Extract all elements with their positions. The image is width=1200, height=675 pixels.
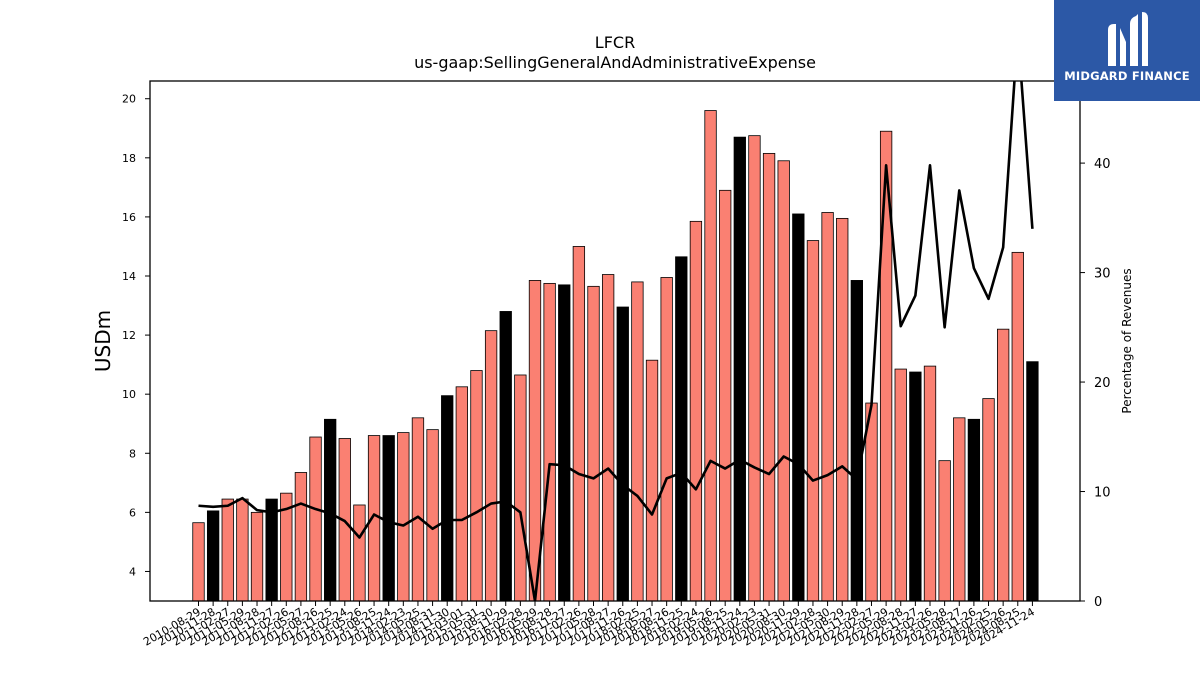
bar-2013-05-26 — [353, 504, 366, 601]
bar-2021-11-28 — [850, 280, 863, 601]
bar-2024-02-25 — [982, 398, 995, 601]
plot-frame — [149, 80, 1081, 602]
bar-2020-11-29 — [792, 213, 805, 601]
y2-tick-label: 20 — [1094, 376, 1111, 391]
bar-2011-02-27 — [221, 498, 234, 601]
bar-2015-05-31 — [470, 370, 483, 601]
bar-2020-05-31 — [762, 152, 776, 601]
bar-2014-11-30 — [441, 395, 454, 601]
bar-2024-05-26 — [997, 328, 1010, 601]
bar-2011-08-28 — [250, 511, 264, 601]
bar-2023-08-27 — [953, 417, 966, 601]
y-tick-label: 8 — [129, 447, 136, 460]
y-tick-label: 12 — [122, 329, 136, 342]
bar-2023-05-28 — [938, 460, 951, 601]
y2-tick-label: 40 — [1094, 157, 1111, 172]
bar-2017-08-27 — [601, 274, 615, 601]
y-tick-label: 18 — [122, 152, 136, 165]
y-tick-label: 20 — [122, 93, 136, 106]
bar-2023-02-26 — [923, 365, 937, 601]
bar-2021-05-30 — [821, 212, 834, 601]
bar-2012-08-26 — [309, 436, 322, 601]
y-tick-label: 6 — [129, 506, 136, 519]
bar-2020-08-30 — [777, 160, 790, 601]
y-tick-label: 14 — [122, 270, 136, 283]
bar-2024-11-24 — [1026, 361, 1039, 601]
bar-2022-11-27 — [909, 371, 922, 601]
brand-name: MIDGARD FINANCE — [1064, 69, 1190, 83]
bar-2023-11-26 — [967, 418, 981, 601]
bar-2021-02-28 — [806, 240, 820, 601]
bar-2012-02-26 — [280, 492, 293, 601]
bar-2010-11-28 — [206, 510, 220, 601]
bar-2017-02-26 — [572, 246, 586, 601]
bar-2012-11-25 — [324, 418, 337, 601]
bar-2019-11-24 — [733, 136, 746, 601]
y-axis-right: 0 10 20 30 40 — [1080, 157, 1111, 610]
chart-title: LFCR — [595, 33, 635, 52]
bar-2024-08-25 — [1011, 251, 1024, 601]
bar-2014-08-31 — [426, 429, 439, 601]
bar-2019-02-24 — [689, 220, 703, 601]
bar-2018-08-26 — [660, 277, 673, 601]
bar-2017-05-28 — [587, 285, 600, 601]
y2-axis-label: Percentage of Revenues — [1120, 268, 1134, 413]
brand-logo: MIDGARD FINANCE — [1054, 0, 1200, 101]
bar-2016-08-28 — [543, 282, 556, 601]
y-axis-left: 4 6 8 10 12 14 16 18 20 — [122, 93, 150, 578]
bar-2014-05-25 — [411, 417, 425, 601]
bar-series — [192, 110, 1039, 601]
bar-2021-08-29 — [836, 217, 849, 601]
bar-2012-05-27 — [294, 472, 308, 601]
bar-2014-02-23 — [397, 432, 410, 601]
pct-revenue-line — [198, 81, 1034, 601]
bar-2022-08-28 — [894, 368, 907, 601]
y-tick-label: 4 — [129, 565, 136, 578]
bar-2015-11-29 — [499, 311, 512, 601]
x-axis: 2010-08-292010-11-282011-02-272011-05-29… — [141, 601, 1037, 649]
bar-2011-11-27 — [265, 498, 278, 601]
bar-2020-02-23 — [748, 135, 761, 601]
bar-2016-02-28 — [514, 374, 527, 601]
y2-tick-label: 10 — [1094, 486, 1111, 501]
bar-2015-08-30 — [484, 330, 498, 601]
y-axis-label: USDm — [91, 310, 115, 372]
bar-2011-05-29 — [236, 498, 249, 601]
brand-logo-icon — [1108, 12, 1148, 66]
bar-2015-03-01 — [455, 386, 468, 601]
y2-tick-label: 30 — [1094, 267, 1111, 282]
line-series — [198, 81, 1034, 601]
bar-2013-11-24 — [382, 435, 395, 601]
y2-tick-label: 0 — [1094, 595, 1102, 610]
bar-2016-11-27 — [558, 284, 571, 601]
y-tick-label: 10 — [122, 388, 136, 401]
chart-subtitle: us-gaap:SellingGeneralAndAdministrativeE… — [414, 53, 816, 72]
bar-2017-11-26 — [616, 306, 629, 601]
bar-2018-05-27 — [645, 359, 659, 601]
bar-2022-02-27 — [865, 402, 878, 601]
y-tick-label: 16 — [122, 211, 136, 224]
bar-2019-05-26 — [704, 110, 717, 601]
bar-2019-08-25 — [719, 189, 732, 601]
bar-2018-11-25 — [675, 256, 688, 601]
bar-2010-08-29 — [192, 522, 205, 601]
bar-2016-05-29 — [528, 280, 542, 601]
bar-2013-08-25 — [367, 435, 381, 601]
bar-2018-02-25 — [631, 281, 644, 601]
